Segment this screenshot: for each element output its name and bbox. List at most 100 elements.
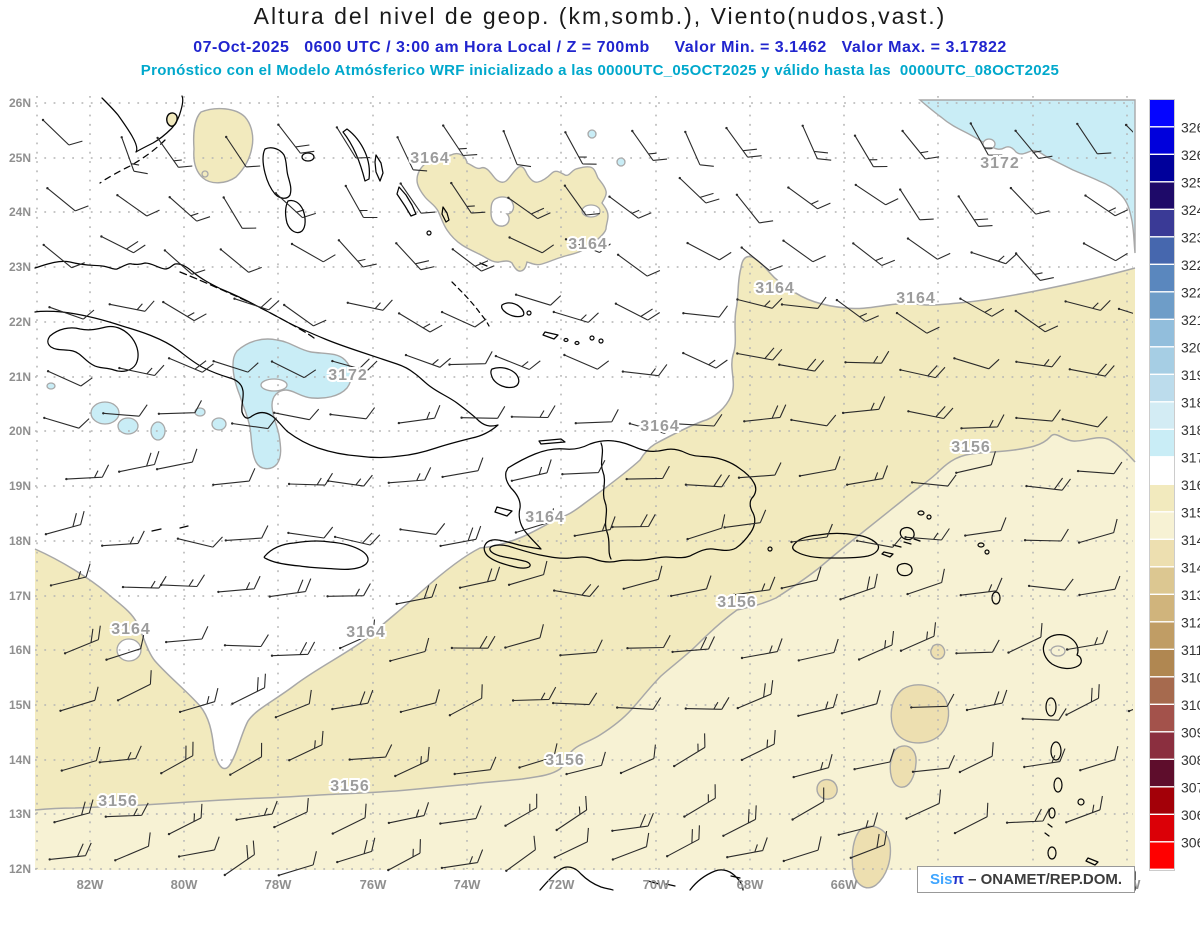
wind-barb: [1069, 363, 1115, 377]
colorbar-label-3108: 3108: [1181, 670, 1200, 686]
wind-barb: [737, 680, 774, 709]
colorbar-label-3220: 3220: [1181, 285, 1200, 301]
wind-barb: [906, 789, 942, 819]
wind-barb: [560, 639, 603, 656]
wind-barb: [1016, 409, 1061, 422]
wind-barb: [119, 364, 165, 377]
island-mona-dot: [767, 546, 773, 552]
coast-cayman-2: [179, 525, 189, 529]
wind-barb-origin: [904, 536, 907, 539]
wind-barb: [1022, 708, 1067, 721]
contour-3156-main: [34, 433, 1136, 811]
wind-barb-origin: [969, 122, 972, 125]
wind-barb-origin: [451, 248, 454, 251]
axis-labels: 26N 25N 24N 23N 22N 21N 20N 19N 18N 17N 16N 15N 14N 1…: [9, 96, 1141, 892]
colorbar-segment-8: [1150, 320, 1174, 347]
coast-jamaica: [263, 540, 369, 570]
wind-barb: [115, 832, 151, 861]
wind-barb: [896, 312, 940, 334]
wind-barb-origin: [723, 526, 726, 529]
colorbar-label-3124: 3124: [1181, 615, 1200, 631]
wind-barb-origin: [960, 427, 963, 430]
colorbar-frame: [1149, 99, 1175, 871]
wind-barb: [274, 408, 320, 421]
wind-barb: [907, 568, 945, 595]
colorbar-label-3172: 3172: [1181, 450, 1200, 466]
wind-barb: [166, 626, 209, 643]
colorbar-segment-10: [1150, 375, 1174, 402]
wind-barb: [741, 247, 783, 272]
wind-barb-origin: [737, 476, 741, 479]
wind-barb-origin: [229, 773, 232, 776]
wind-barb: [503, 130, 532, 168]
wind-barb-origin: [798, 474, 802, 478]
wind-barb: [330, 407, 376, 420]
wind-barb: [622, 364, 668, 377]
contour-label-3164: 3164: [755, 280, 795, 297]
contour-label-3156: 3156: [951, 439, 991, 456]
wind-barb-origin: [178, 710, 182, 714]
wind-barb: [400, 523, 446, 535]
coast-grenadines-2: [1044, 832, 1050, 837]
wind-barb-origin: [439, 822, 442, 825]
colorbar-segment-9: [1150, 347, 1174, 374]
wind-barb: [454, 756, 497, 775]
wind-barb-origin: [677, 422, 680, 426]
lat-label-25N: 25N: [9, 151, 31, 165]
wind-barb: [213, 468, 256, 486]
wind-barb: [683, 352, 728, 369]
wind-barb: [631, 130, 668, 161]
wind-barb-origin: [740, 246, 743, 249]
wind-barb-origin: [222, 196, 225, 199]
wind-barb: [1066, 795, 1103, 823]
wind-barb-origin: [120, 136, 123, 139]
wind-barb-origin: [849, 856, 852, 859]
wind-barb: [609, 196, 652, 219]
wind-barb-origin: [46, 370, 50, 373]
wind-barb-origin: [792, 775, 795, 779]
wind-barb: [554, 583, 600, 597]
wind-barb: [164, 249, 206, 275]
wind-barb: [388, 467, 432, 484]
wind-barb: [61, 746, 101, 772]
wind-barb: [395, 746, 430, 777]
wind-barb-origin: [901, 129, 904, 133]
wind-barb: [615, 303, 660, 321]
wind-barb-origin: [573, 534, 576, 537]
wind-barb-origin: [395, 242, 398, 245]
wind-barb: [161, 741, 194, 774]
wind-barb-origin: [787, 186, 790, 189]
wind-barb: [847, 465, 889, 486]
wind-barb-origin: [59, 709, 62, 712]
wind-barb-origin: [104, 815, 108, 818]
colorbar-label-3092: 3092: [1181, 725, 1200, 741]
wind-barb: [388, 802, 430, 824]
wind-barb: [332, 689, 374, 710]
wind-barb: [960, 577, 1003, 596]
colorbar-label-3228: 3228: [1181, 257, 1200, 273]
lat-label-26N: 26N: [9, 96, 31, 110]
coast-grenadines-1: [1047, 823, 1053, 828]
wind-barb: [158, 400, 202, 415]
lon-label-72W: 72W: [548, 877, 575, 892]
wind-barb: [43, 244, 85, 269]
wind-barb: [440, 525, 482, 547]
wind-barb: [840, 573, 878, 600]
wind-barb-origin: [1027, 584, 1031, 588]
wind-barb-origin: [565, 772, 568, 776]
wind-barb-origin: [507, 583, 511, 586]
wind-barb: [788, 187, 831, 210]
coast-cuba-cays: [179, 271, 315, 339]
wind-barb: [1067, 630, 1109, 651]
wind-barb: [117, 194, 160, 217]
wind-barb-origin: [100, 235, 103, 238]
island-exuma-dot: [426, 230, 432, 236]
coast-andros-north: [262, 147, 292, 199]
colorbar-label-3156: 3156: [1181, 505, 1200, 521]
wind-barb: [511, 405, 556, 419]
colorbar-segment-23: [1150, 732, 1174, 759]
wind-barb: [737, 297, 783, 309]
band-3148-3156: [35, 434, 1135, 870]
wind-barb-origin: [735, 193, 739, 196]
